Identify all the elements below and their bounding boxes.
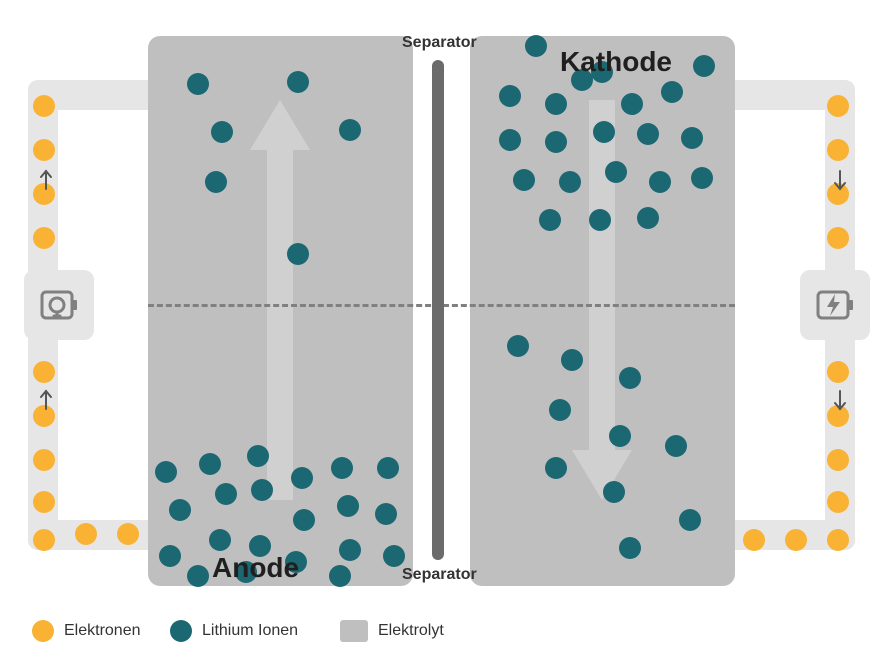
lithium-ion xyxy=(337,495,359,517)
lithium-ion xyxy=(287,243,309,265)
flow-arrow-icon xyxy=(833,169,847,191)
kathode-label: Kathode xyxy=(560,46,672,78)
legend-electrons-swatch xyxy=(32,620,54,642)
electron xyxy=(827,449,849,471)
lithium-ion xyxy=(637,207,659,229)
lithium-ion xyxy=(681,127,703,149)
lithium-ion xyxy=(545,93,567,115)
electron xyxy=(827,361,849,383)
lithium-ion xyxy=(691,167,713,189)
lithium-ion xyxy=(665,435,687,457)
anode-flow-arrow xyxy=(250,100,310,500)
lithium-ion xyxy=(549,399,571,421)
electron xyxy=(827,139,849,161)
flow-arrow-icon xyxy=(833,389,847,411)
lithium-ion xyxy=(559,171,581,193)
flow-arrow-icon xyxy=(39,389,53,411)
lithium-ion xyxy=(649,171,671,193)
lithium-ion xyxy=(199,453,221,475)
electron xyxy=(827,529,849,551)
lithium-ion xyxy=(661,81,683,103)
electron xyxy=(33,529,55,551)
lithium-ion xyxy=(247,445,269,467)
lithium-ion xyxy=(211,121,233,143)
electron xyxy=(117,523,139,545)
electron xyxy=(33,449,55,471)
electron xyxy=(33,491,55,513)
legend-electrons-label: Elektronen xyxy=(64,622,141,640)
lithium-ion xyxy=(525,35,547,57)
lithium-ion xyxy=(205,171,227,193)
lithium-ion xyxy=(331,457,353,479)
electron xyxy=(33,139,55,161)
lithium-ion xyxy=(507,335,529,357)
lithium-ion xyxy=(513,169,535,191)
electron xyxy=(33,95,55,117)
legend-electrons: Elektronen xyxy=(32,620,141,642)
legend-electrolyte: Elektrolyt xyxy=(340,620,444,642)
lithium-ion xyxy=(169,499,191,521)
lithium-ion xyxy=(621,93,643,115)
legend-electrolyte-label: Elektrolyt xyxy=(378,622,444,640)
electron xyxy=(785,529,807,551)
lithium-ion xyxy=(339,539,361,561)
lightbulb-battery-icon xyxy=(36,282,82,328)
lithium-ion xyxy=(287,71,309,93)
lithium-ion xyxy=(693,55,715,77)
lithium-ion xyxy=(637,123,659,145)
charging-battery-icon xyxy=(812,282,858,328)
charge-icon-box xyxy=(800,270,870,340)
electron xyxy=(75,523,97,545)
lithium-ion xyxy=(545,131,567,153)
legend-ions-swatch xyxy=(170,620,192,642)
legend-electrolyte-swatch xyxy=(340,620,368,642)
electron xyxy=(827,95,849,117)
lithium-ion xyxy=(329,565,351,587)
lithium-ion xyxy=(339,119,361,141)
lithium-ion xyxy=(561,349,583,371)
lithium-ion xyxy=(593,121,615,143)
lithium-ion xyxy=(619,537,641,559)
lithium-ion xyxy=(603,481,625,503)
lithium-ion xyxy=(291,467,313,489)
electron xyxy=(827,491,849,513)
anode-label: Anode xyxy=(212,552,299,584)
lithium-ion xyxy=(159,545,181,567)
electron xyxy=(33,361,55,383)
lithium-ion xyxy=(155,461,177,483)
flow-arrow-icon xyxy=(39,169,53,191)
lithium-ion xyxy=(377,457,399,479)
lithium-ion xyxy=(215,483,237,505)
lithium-ion xyxy=(383,545,405,567)
lithium-ion xyxy=(375,503,397,525)
lithium-ion xyxy=(499,85,521,107)
lithium-ion xyxy=(609,425,631,447)
separator-bar xyxy=(432,60,444,560)
separator-label-bottom: Separator xyxy=(402,566,477,584)
lithium-ion xyxy=(679,509,701,531)
separator-label-top: Separator xyxy=(402,34,477,52)
lithium-ion xyxy=(545,457,567,479)
lithium-ion xyxy=(499,129,521,151)
electron xyxy=(33,227,55,249)
load-icon-box xyxy=(24,270,94,340)
lithium-ion xyxy=(187,565,209,587)
lithium-ion xyxy=(619,367,641,389)
legend-ions-label: Lithium Ionen xyxy=(202,622,298,640)
lithium-ion xyxy=(539,209,561,231)
electron xyxy=(743,529,765,551)
lithium-ion xyxy=(251,479,273,501)
lithium-ion xyxy=(293,509,315,531)
electron xyxy=(827,227,849,249)
lithium-ion xyxy=(605,161,627,183)
lithium-ion xyxy=(187,73,209,95)
lithium-ion xyxy=(209,529,231,551)
legend-ions: Lithium Ionen xyxy=(170,620,298,642)
lithium-ion xyxy=(589,209,611,231)
